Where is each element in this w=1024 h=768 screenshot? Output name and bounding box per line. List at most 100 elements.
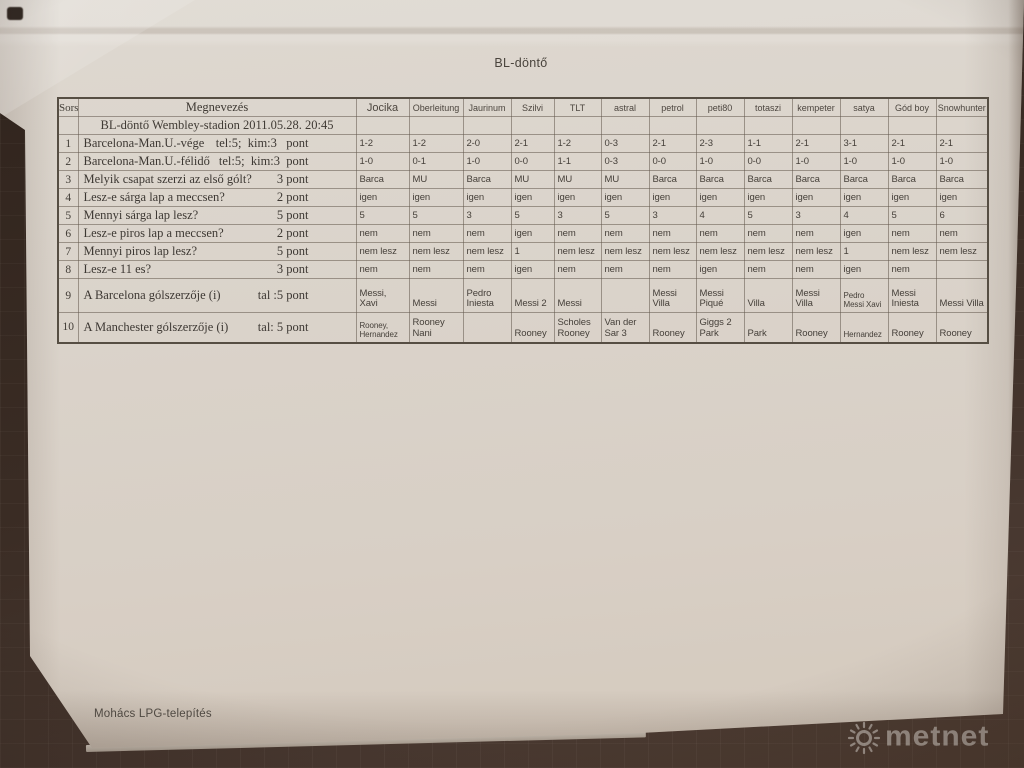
answer-cell: nem	[648, 224, 697, 243]
answer-cell: nem	[462, 224, 512, 243]
answer-cell: nem	[791, 224, 841, 243]
empty-cell	[695, 116, 745, 135]
answer-cell: nem lesz	[553, 242, 602, 261]
answer-cell: Messi, Xavi	[355, 278, 410, 313]
empty-cell	[355, 116, 410, 135]
answer-cell: igen	[408, 188, 464, 207]
answer-cell: Barca	[355, 170, 410, 189]
answer-cell: Messi Iniesta	[887, 278, 937, 313]
question-label: Lesz-e 11 es?	[83, 262, 152, 276]
question-row: Melyik csapat szerzi az első gólt? 3 pont	[80, 172, 355, 187]
question-label: Mennyi sárga lap lesz?	[83, 208, 199, 222]
question-cell: Barcelona-Man.U.-félidő tel:5; kim:3 pont	[77, 152, 357, 171]
answer-cell: Barca	[743, 170, 793, 189]
answer-cell: 0-1	[408, 152, 464, 171]
points-label: 2 pont	[276, 190, 309, 204]
player-header: peti80	[695, 97, 745, 117]
points-label: 3 pont	[276, 262, 309, 276]
answer-cell: nem	[600, 224, 650, 243]
question-cell: Lesz-e sárga lap a meccsen? 2 pont	[77, 188, 357, 207]
answer-cell: nem lesz	[887, 242, 937, 261]
answer-cell: 1-2	[355, 134, 410, 153]
points-label: tal :5 pont	[257, 288, 309, 302]
answer-cell: Messi Piqué	[695, 278, 745, 313]
empty-cell	[743, 116, 793, 135]
question-row: Lesz-e piros lap a meccsen? 2 pont	[80, 226, 355, 241]
answer-cell: 5	[355, 206, 410, 225]
points-label: 5 pont	[276, 244, 309, 258]
answer-cell: Rooney	[510, 312, 555, 343]
answer-cell: igen	[553, 188, 602, 207]
answer-cell: 5	[743, 206, 793, 225]
question-row: A Barcelona gólszerzője (i) tal :5 pont	[80, 288, 355, 303]
player-header: Snowhunter	[935, 97, 989, 117]
empty-cell	[648, 116, 697, 135]
answer-cell: Rooney	[791, 312, 841, 343]
points-label: 5 pont	[276, 208, 309, 222]
question-cell: Mennyi piros lap lesz? 5 pont	[77, 242, 357, 261]
row-number: 5	[57, 206, 79, 225]
answer-cell: igen	[695, 260, 745, 279]
answer-cell: nem lesz	[648, 242, 697, 261]
answer-cell: Rooney, Hernandez	[355, 312, 410, 343]
answer-cell: Pedro Iniesta	[462, 278, 512, 313]
row-number: 1	[57, 134, 79, 153]
answer-cell: nem lesz	[791, 242, 841, 261]
points-label: tel:5; kim:3 pont	[215, 136, 309, 150]
answer-cell: igen	[510, 188, 555, 207]
empty-cell	[57, 116, 79, 135]
answer-cell: igen	[839, 224, 889, 243]
table-row: 6 Lesz-e piros lap a meccsen? 2 pont nem nem…	[57, 224, 989, 243]
points-label: tal: 5 pont	[257, 319, 309, 334]
answer-cell: 1-0	[935, 152, 989, 171]
answer-cell: nem lesz	[408, 242, 464, 261]
answer-cell: 1-0	[839, 152, 889, 171]
answer-cell: igen	[462, 188, 512, 207]
question-label: Melyik csapat szerzi az első gólt?	[83, 172, 252, 186]
answer-cell: 2-3	[695, 134, 745, 153]
answer-cell: nem lesz	[600, 242, 650, 261]
answer-cell: nem	[355, 224, 410, 243]
answer-cell: 5	[408, 206, 464, 225]
answer-cell: 1	[510, 242, 555, 261]
row-number: 2	[57, 152, 79, 171]
table-row: 8 Lesz-e 11 es? 3 pont nem nem nem igen nem nem n…	[57, 260, 989, 279]
answer-cell: 2-1	[935, 134, 989, 153]
answer-cell: 1-1	[743, 134, 793, 153]
question-cell: Barcelona-Man.U.-vége tel:5; kim:3 pont	[77, 134, 357, 153]
answer-cell: nem	[887, 260, 937, 279]
answer-cell: 2-1	[791, 134, 841, 153]
question-label: A Barcelona gólszerzője (i)	[83, 288, 221, 302]
row-number: 10	[57, 312, 79, 343]
answer-cell: igen	[887, 188, 937, 207]
answer-cell: Rooney	[935, 312, 989, 343]
answer-cell: 3	[791, 206, 841, 225]
answer-cell: 0-3	[600, 152, 650, 171]
player-header: satya	[839, 97, 889, 117]
answer-cell: igen	[839, 188, 889, 207]
answer-cell: nem	[743, 224, 793, 243]
table-subtitle: BL-döntő Wembley-stadion 2011.05.28. 20:…	[77, 116, 357, 135]
row-number: 9	[57, 278, 79, 313]
row-number: 4	[57, 188, 79, 207]
answer-cell: nem	[408, 260, 464, 279]
question-cell: A Barcelona gólszerzője (i) tal :5 pont	[77, 278, 357, 313]
answer-cell: igen	[510, 260, 555, 279]
answer-cell: nem	[600, 260, 650, 279]
answer-cell: nem	[553, 260, 602, 279]
answer-cell: nem	[553, 224, 602, 243]
answer-cell: 2-1	[887, 134, 937, 153]
question-cell: Lesz-e piros lap a meccsen? 2 pont	[77, 224, 357, 243]
answer-cell: Barca	[695, 170, 745, 189]
answer-cell: nem	[408, 224, 464, 243]
player-header: Jaurinum	[462, 97, 512, 117]
answer-cell: nem	[935, 224, 989, 243]
question-row: Barcelona-Man.U.-félidő tel:5; kim:3 pont	[80, 154, 355, 169]
answer-cell: Messi 2	[510, 278, 555, 313]
row-number: 3	[57, 170, 79, 189]
table-row: 9 A Barcelona gólszerzője (i) tal :5 pont M…	[57, 278, 989, 313]
answer-cell: 5	[600, 206, 650, 225]
answer-cell: 3	[462, 206, 512, 225]
answer-cell: igen	[510, 224, 555, 243]
answer-cell: igen	[648, 188, 697, 207]
